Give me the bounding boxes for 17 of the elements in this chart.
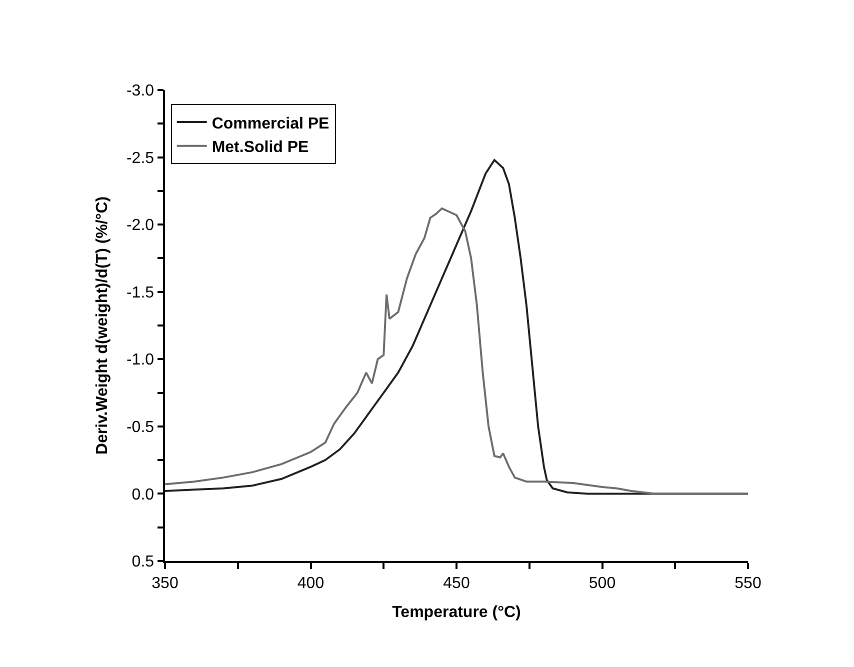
x-tick-label: 500 (588, 574, 616, 592)
y-tick-label: -1.5 (126, 284, 154, 302)
y-tick-label: 0.0 (132, 486, 154, 504)
x-axis-title: Temperature (°C) (392, 604, 521, 622)
legend-label: Commercial PE (212, 115, 330, 132)
y-tick-label: -2.0 (126, 217, 154, 234)
y-tick-label: -1.0 (126, 352, 154, 369)
legend-label: Met.Solid PE (212, 139, 310, 156)
y-tick-label: 0.5 (132, 554, 154, 571)
x-tick-label: 450 (443, 574, 470, 592)
y-tick-label: -2.5 (126, 150, 154, 167)
x-tick-label: 400 (297, 574, 324, 592)
y-axis-title: Deriv.Weight d(weight)/d(T) (%/°C) (94, 196, 111, 455)
x-tick-label: 550 (734, 574, 762, 592)
x-tick-label: 350 (152, 574, 178, 592)
y-tick-label: -0.5 (126, 419, 154, 436)
y-tick-label: -3.0 (126, 82, 154, 100)
